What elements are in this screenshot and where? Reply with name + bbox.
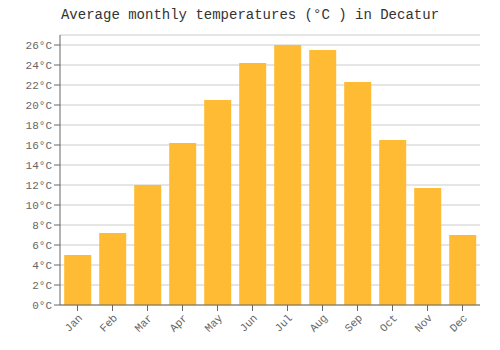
svg-text:Mar: Mar — [133, 312, 155, 334]
svg-text:12°C: 12°C — [26, 180, 53, 192]
html-text:Average monthly temperatures (: Average monthly temperatures (°C ) in De… — [61, 7, 439, 23]
svg-text:May: May — [203, 312, 226, 335]
svg-text:8°C: 8°C — [32, 220, 52, 232]
svg-text:26°C: 26°C — [26, 40, 53, 52]
svg-text:0°C: 0°C — [32, 300, 52, 312]
svg-text:18°C: 18°C — [26, 120, 53, 132]
svg-text:Jan: Jan — [63, 312, 85, 334]
svg-text:22°C: 22°C — [26, 80, 53, 92]
svg-text:14°C: 14°C — [26, 160, 53, 172]
svg-text:10°C: 10°C — [26, 200, 53, 212]
svg-text:Apr: Apr — [168, 312, 190, 334]
svg-text:Nov: Nov — [413, 312, 436, 335]
svg-text:6°C: 6°C — [32, 240, 52, 252]
svg-text:Dec: Dec — [448, 312, 470, 334]
svg-text:Jun: Jun — [238, 312, 260, 334]
svg-text:2°C: 2°C — [32, 280, 52, 292]
svg-text:Sep: Sep — [343, 312, 365, 334]
svg-text:Oct: Oct — [378, 312, 400, 334]
svg-text:Aug: Aug — [308, 312, 330, 334]
svg-text:16°C: 16°C — [26, 140, 53, 152]
svg-text:Jul: Jul — [273, 312, 295, 334]
svg-text:24°C: 24°C — [26, 60, 53, 72]
svg-text:4°C: 4°C — [32, 260, 52, 272]
svg-text:20°C: 20°C — [26, 100, 53, 112]
svg-text:Feb: Feb — [98, 312, 120, 334]
